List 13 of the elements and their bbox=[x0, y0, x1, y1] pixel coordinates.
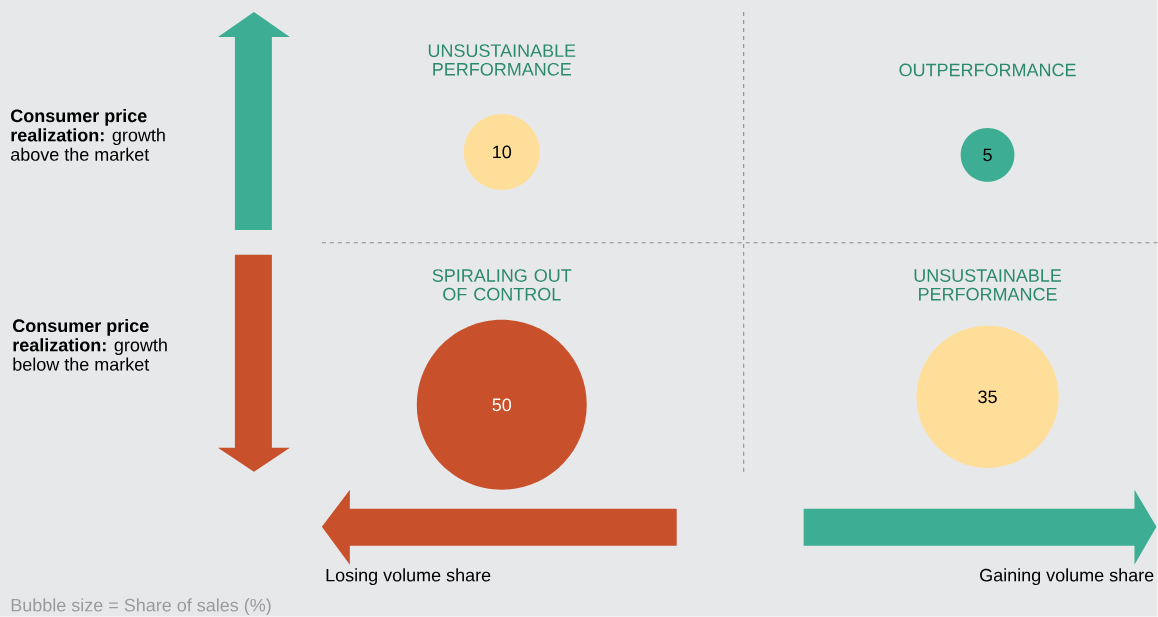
text: Consumer price realization: growth below the market bbox=[13, 319, 167, 371]
text: Bubble size = Share of sales (%) bbox=[11, 598, 271, 616]
text: Gaining volume share bbox=[980, 568, 1154, 586]
category-label: SPIRALING OUT OF CONTROL bbox=[432, 269, 572, 301]
data-label: 35 bbox=[978, 390, 997, 404]
category-label: OUTPERFORMANCE bbox=[899, 63, 1076, 77]
data-label: 10 bbox=[493, 145, 512, 159]
text: Consumer price realization: growth above the market bbox=[11, 109, 165, 161]
text: Losing volume share bbox=[326, 568, 491, 586]
category-label: UNSUSTAINABLE PERFORMANCE bbox=[428, 44, 576, 76]
data-label: 5 bbox=[983, 148, 992, 162]
category-label: UNSUSTAINABLE PERFORMANCE bbox=[914, 269, 1062, 301]
data-label: 50 bbox=[492, 398, 512, 412]
